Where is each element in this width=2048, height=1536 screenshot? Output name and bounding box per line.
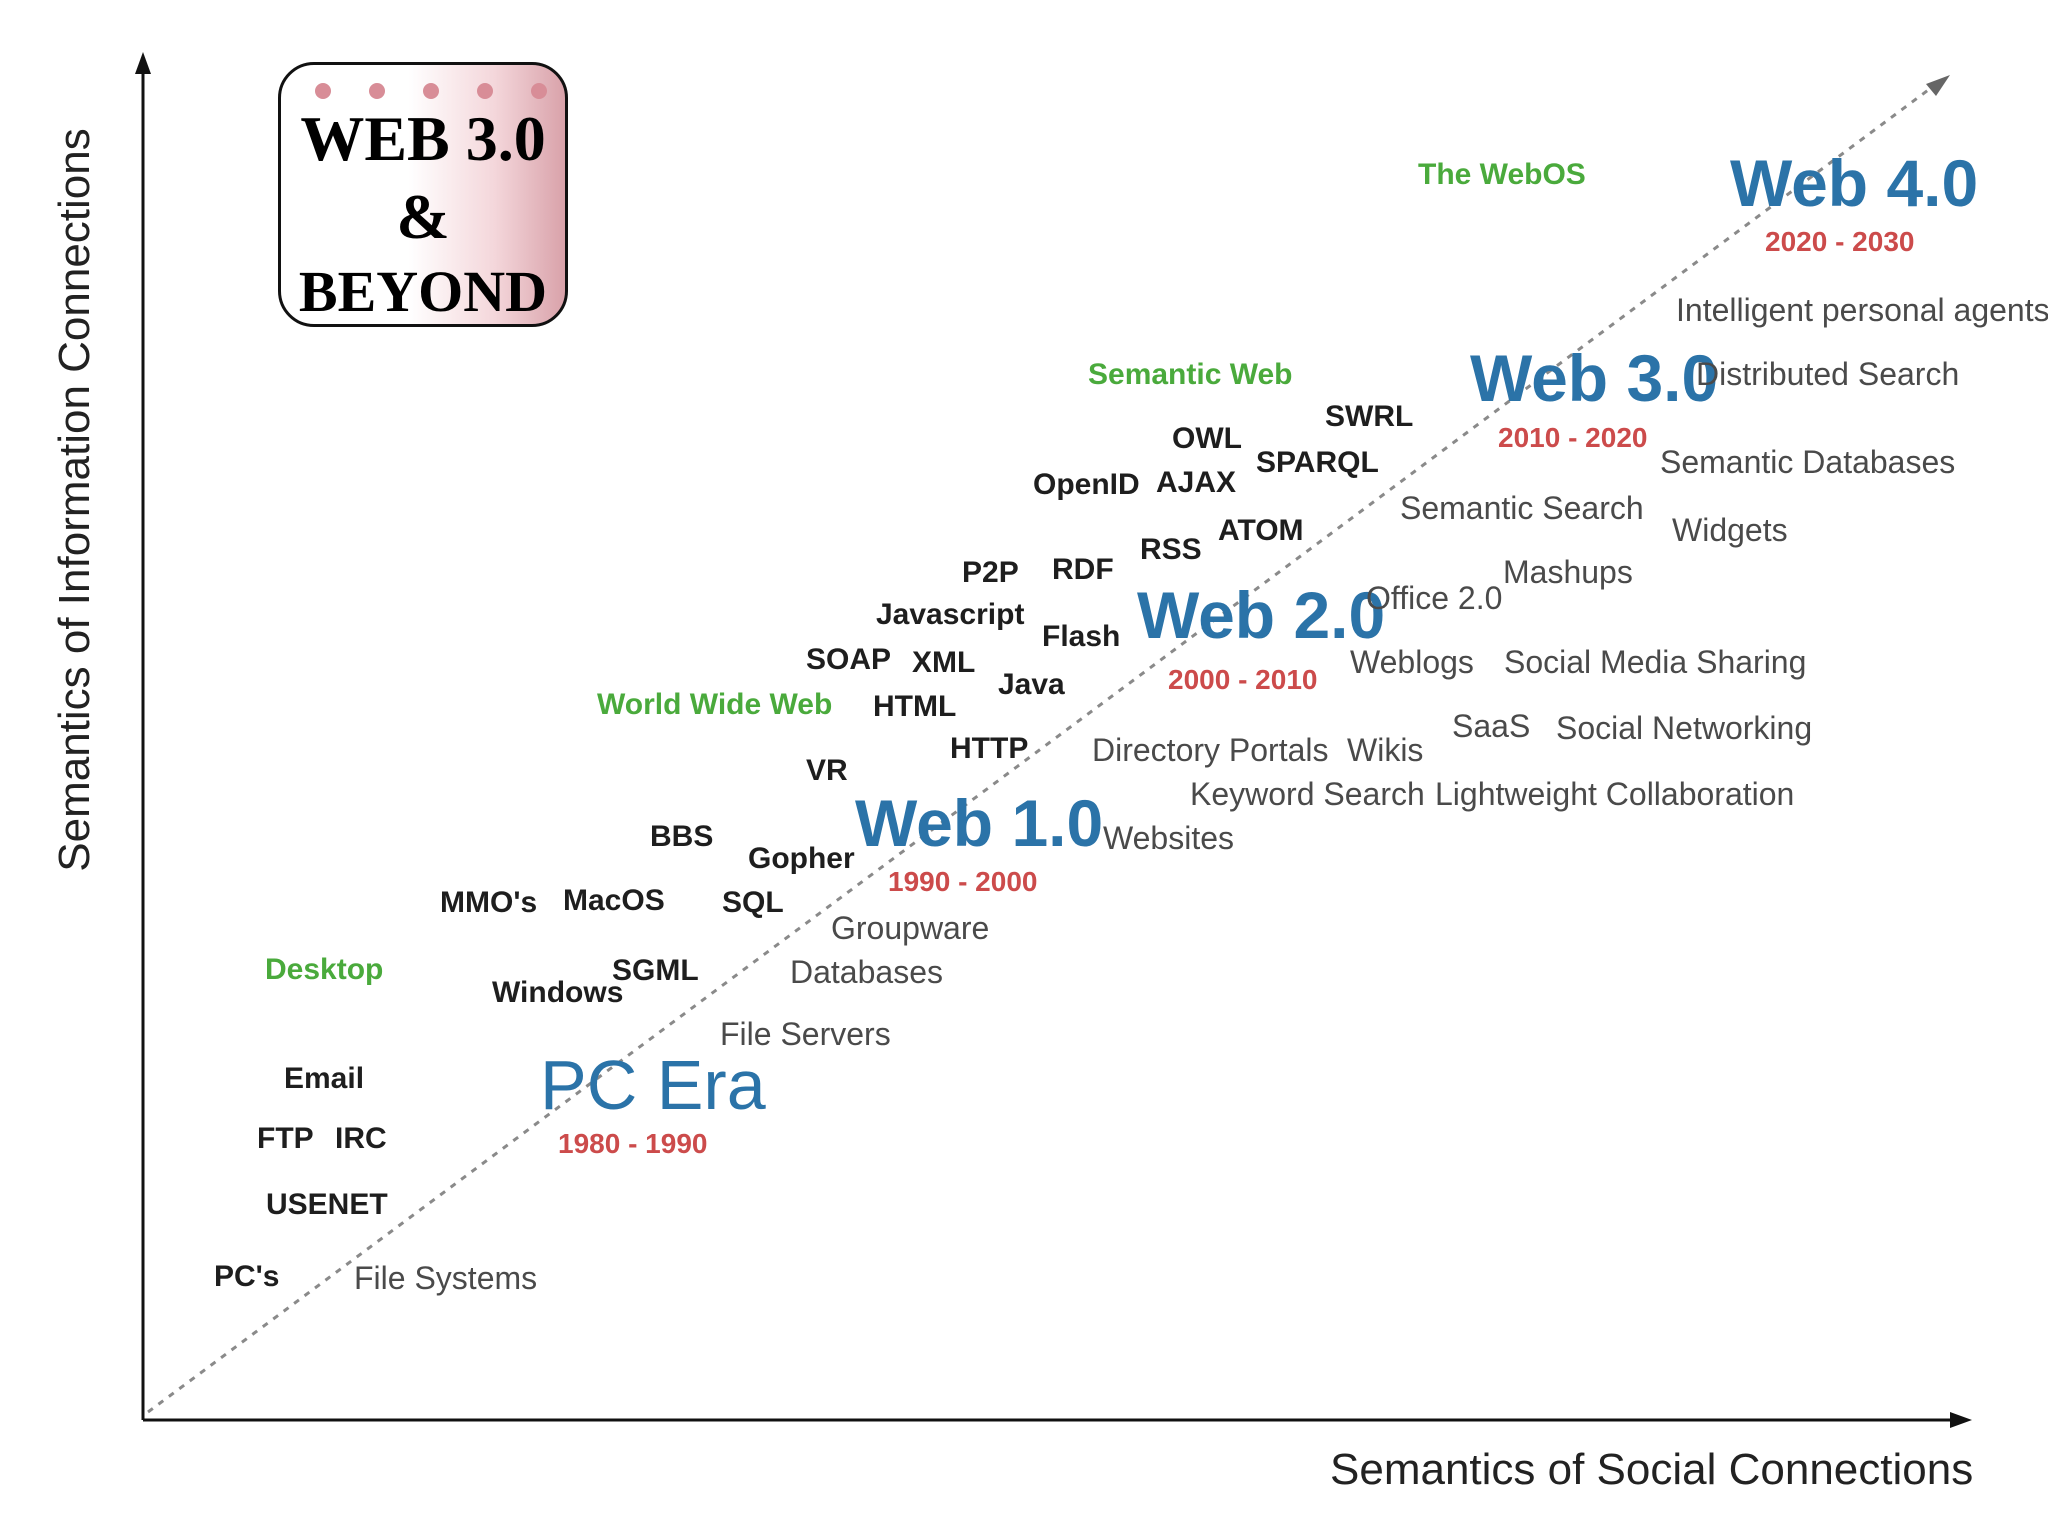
technology-label: AJAX: [1156, 466, 1237, 499]
category-label: The WebOS: [1418, 158, 1586, 191]
era-title: Web 3.0: [1470, 341, 1719, 415]
x-axis-arrowhead: [1950, 1412, 1972, 1428]
y-axis-title: Semantics of Information Connections: [50, 128, 99, 872]
technology-label: ATOM: [1218, 514, 1304, 547]
technology-label: FTP: [257, 1122, 314, 1155]
technology-label: OpenID: [1033, 468, 1140, 501]
technology-label: IRC: [335, 1122, 387, 1155]
application-label: Mashups: [1503, 554, 1633, 590]
technology-label: HTML: [873, 690, 957, 723]
technology-label: Gopher: [748, 842, 855, 875]
era-title: Web 1.0: [855, 786, 1104, 860]
technology-label: XML: [912, 646, 976, 679]
era-years: 1990 - 2000: [888, 866, 1038, 897]
technology-label: PC's: [214, 1260, 280, 1293]
application-label: Office 2.0: [1366, 580, 1503, 616]
application-label: File Systems: [354, 1260, 538, 1296]
era-title: Web 2.0: [1137, 578, 1386, 652]
era-years: 2000 - 2010: [1168, 664, 1318, 695]
technology-label: RSS: [1140, 533, 1202, 566]
category-label: Semantic Web: [1088, 358, 1293, 391]
application-label: Weblogs: [1350, 644, 1474, 680]
category-label: World Wide Web: [597, 688, 833, 721]
technology-label: SWRL: [1325, 400, 1414, 433]
era-title: PC Era: [540, 1046, 766, 1124]
technology-label: MacOS: [563, 884, 665, 917]
technology-label: Windows: [492, 976, 624, 1009]
technology-label: SPARQL: [1256, 446, 1379, 479]
application-label: File Servers: [720, 1016, 891, 1052]
technology-label: Email: [284, 1062, 365, 1095]
category-label: Desktop: [265, 953, 384, 986]
badge-line-3: BEYOND: [298, 259, 548, 324]
era-title: Web 4.0: [1730, 146, 1979, 220]
application-label: Directory Portals: [1092, 732, 1329, 768]
application-label: Wikis: [1347, 732, 1424, 768]
x-axis-title: Semantics of Social Connections: [1330, 1445, 1974, 1494]
application-label: Databases: [790, 954, 943, 990]
application-label: Semantic Databases: [1660, 444, 1956, 480]
badge-line-1: WEB 3.0: [300, 103, 546, 174]
technology-label: Flash: [1042, 620, 1121, 653]
badge-dot-decoration: [369, 83, 385, 99]
trend-arrowhead: [1926, 75, 1950, 96]
application-label: Social Networking: [1556, 710, 1813, 746]
y-axis-arrowhead: [135, 52, 151, 74]
application-label: Social Media Sharing: [1504, 644, 1807, 680]
technology-label: Java: [998, 668, 1065, 701]
technology-label: Javascript: [876, 598, 1025, 631]
badge-line-2: &: [396, 181, 450, 252]
era-years: 2020 - 2030: [1765, 226, 1915, 257]
technology-label: OWL: [1172, 422, 1242, 455]
technology-label: MMO's: [440, 886, 538, 919]
badge-dot-decoration: [531, 83, 547, 99]
technology-label: SOAP: [806, 643, 892, 676]
application-label: Intelligent personal agents: [1676, 292, 2048, 328]
technology-label: P2P: [962, 556, 1019, 589]
badge-dot-decoration: [423, 83, 439, 99]
technology-label: VR: [806, 754, 848, 787]
era-years: 1980 - 1990: [558, 1128, 708, 1159]
application-label: SaaS: [1452, 708, 1531, 744]
era-years: 2010 - 2020: [1498, 422, 1648, 453]
application-label: Keyword Search: [1190, 776, 1425, 812]
technology-label: BBS: [650, 820, 714, 853]
application-label: Groupware: [831, 910, 990, 946]
badge-dot-decoration: [477, 83, 493, 99]
application-label: Distributed Search: [1696, 356, 1960, 392]
application-label: Semantic Search: [1400, 490, 1644, 526]
technology-label: USENET: [266, 1188, 388, 1221]
technology-label: SGML: [612, 954, 699, 987]
application-label: Widgets: [1672, 512, 1788, 548]
application-label: Websites: [1103, 820, 1235, 856]
technology-label: SQL: [722, 886, 784, 919]
technology-label: HTTP: [950, 732, 1029, 765]
badge-dot-decoration: [315, 83, 331, 99]
web3-beyond-badge: WEB 3.0 & BEYOND: [278, 62, 568, 327]
application-label: Lightweight Collaboration: [1435, 776, 1795, 812]
technology-label: RDF: [1052, 553, 1114, 586]
